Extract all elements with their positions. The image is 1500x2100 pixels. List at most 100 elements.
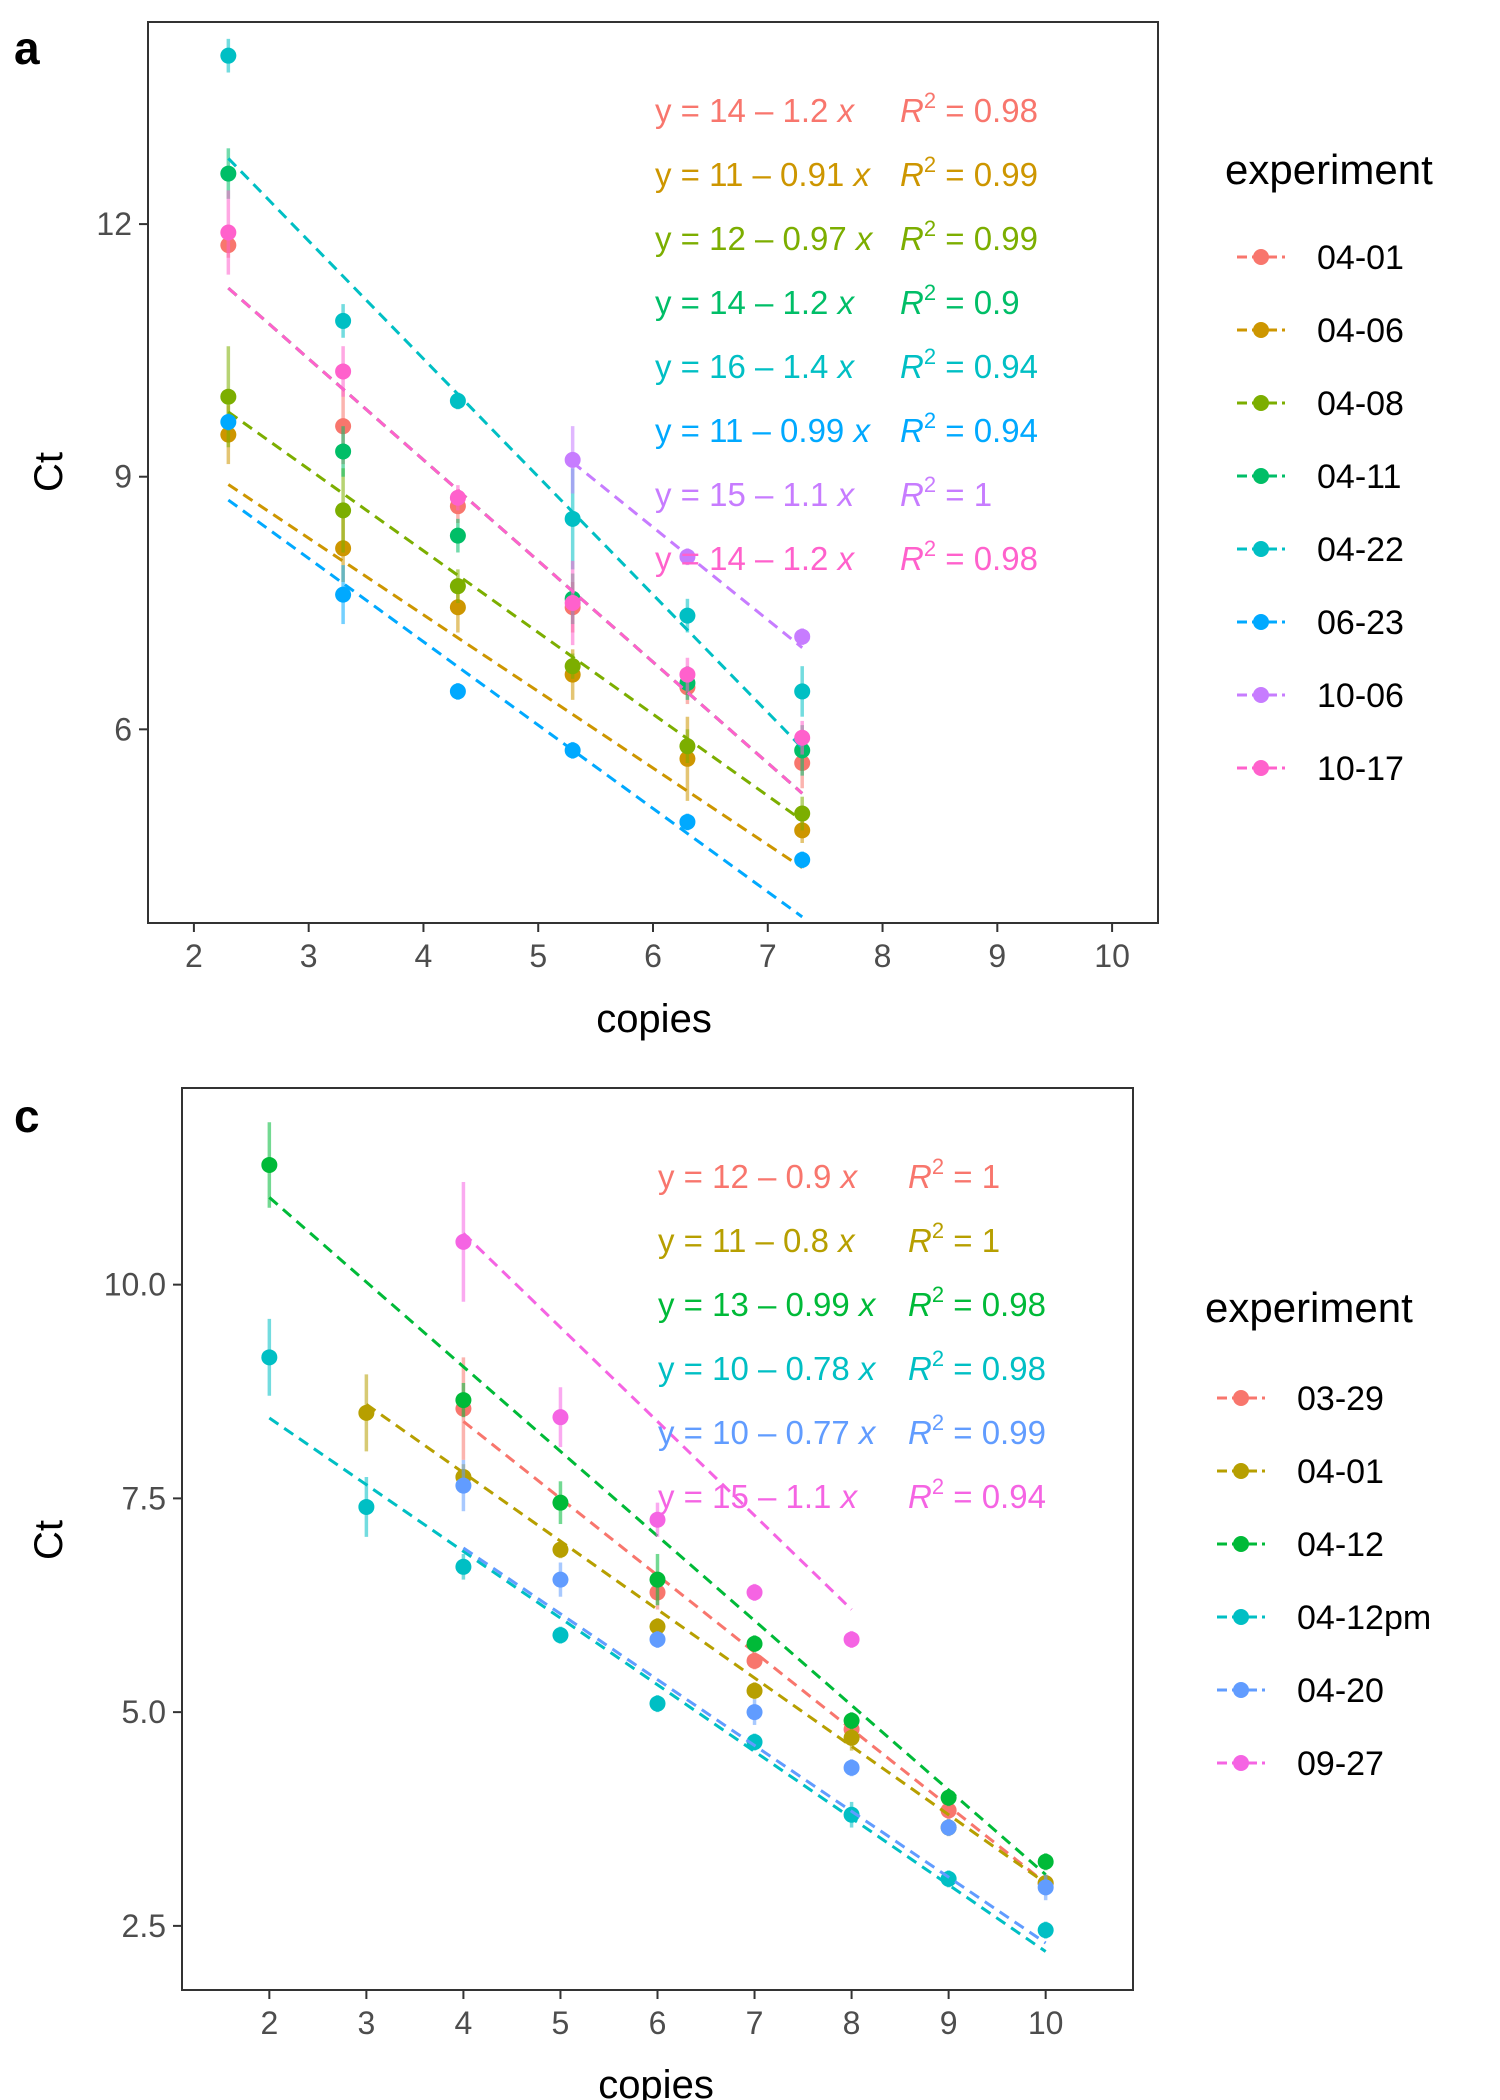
series-04-12 [261, 1122, 1054, 1876]
equation-var: x [839, 1478, 859, 1515]
x-tick-label: 2 [260, 2005, 278, 2041]
y-tick-label: 10.0 [104, 1267, 166, 1303]
series-06-23 [220, 413, 811, 919]
r-squared-exponent: 2 [924, 216, 936, 241]
series-09-27 [455, 1182, 860, 1649]
data-point [746, 1652, 763, 1669]
equation-lhs: y = 14 – 1.2 [655, 92, 838, 129]
r-squared-value: = 0.9 [936, 284, 1019, 321]
r-squared-symbol: R [900, 540, 924, 577]
fit-line [365, 1403, 1047, 1885]
equation-lhs: y = 11 – 0.8 [658, 1222, 838, 1259]
equation-lhs: y = 14 – 1.2 [655, 284, 838, 321]
panel-label: c [14, 1090, 40, 1142]
legend-item: 10-17 [1237, 750, 1404, 788]
r-squared-label: R2 = 0.99 [900, 216, 1038, 257]
r-squared-symbol: R [900, 284, 924, 321]
legend-label: 10-06 [1317, 677, 1404, 715]
legend-label: 06-23 [1317, 604, 1404, 642]
equation-lhs: y = 12 – 0.97 [655, 220, 856, 257]
r-squared-exponent: 2 [932, 1218, 944, 1243]
r-squared-symbol: R [908, 1158, 932, 1195]
data-point [449, 599, 466, 616]
r-squared-label: R2 = 1 [908, 1218, 1000, 1259]
r-squared-value: = 0.99 [944, 1414, 1046, 1451]
x-tick-label: 6 [644, 938, 662, 974]
panel-label: a [14, 22, 40, 74]
data-point [649, 1618, 666, 1635]
legend-item: 04-20 [1217, 1672, 1384, 1710]
data-point [552, 1494, 569, 1511]
equation-label: y = 14 – 1.2 x [655, 92, 856, 129]
data-point [449, 683, 466, 700]
legend-key-point [1233, 1463, 1249, 1479]
r-squared-exponent: 2 [932, 1474, 944, 1499]
legend-label: 10-17 [1317, 750, 1404, 788]
data-point [794, 628, 811, 645]
legend-item: 10-06 [1237, 677, 1404, 715]
legend-item: 04-12 [1217, 1526, 1384, 1564]
legend-key-point [1233, 1755, 1249, 1771]
fit-line [462, 1232, 853, 1611]
series-10-17 [220, 190, 811, 795]
r-squared-value: = 0.99 [936, 156, 1038, 193]
legend-item: 06-23 [1237, 604, 1404, 642]
r-squared-value: = 1 [936, 476, 992, 513]
data-point [564, 510, 581, 527]
legend-key-point [1233, 1390, 1249, 1406]
equation-label: y = 13 – 0.99 x [658, 1286, 877, 1323]
r-squared-symbol: R [900, 476, 924, 513]
equation-var: x [836, 540, 856, 577]
equation-label: y = 11 – 0.99 x [655, 412, 871, 449]
data-point [649, 1511, 666, 1528]
equation-label: y = 16 – 1.4 x [655, 348, 856, 385]
x-tick-label: 8 [843, 2005, 861, 2041]
fit-line [227, 286, 804, 795]
equation-lhs: y = 10 – 0.77 [658, 1414, 859, 1451]
data-point [449, 489, 466, 506]
legend-label: 04-12pm [1297, 1599, 1431, 1637]
x-axis-title: copies [596, 997, 712, 1041]
fit-line [227, 498, 804, 919]
legend-key-point [1253, 541, 1269, 557]
data-point [940, 1819, 957, 1836]
data-point [843, 1631, 860, 1648]
data-point [455, 1233, 472, 1250]
data-point [220, 165, 237, 182]
y-axis-title: Ct [27, 1520, 71, 1560]
equation-var: x [851, 412, 871, 449]
panel-border [147, 21, 1159, 924]
r-squared-label: R2 = 0.99 [908, 1410, 1046, 1451]
equation-label: y = 12 – 0.9 x [658, 1158, 859, 1195]
data-point [449, 527, 466, 544]
data-point [1037, 1922, 1054, 1939]
r-squared-exponent: 2 [924, 536, 936, 561]
x-tick-label: 4 [415, 938, 433, 974]
data-point [679, 813, 696, 830]
data-point [649, 1695, 666, 1712]
data-point [564, 742, 581, 759]
legend-c: experiment 03-29 04-01 04-12 04-12pm 04-20 09-… [1205, 1284, 1431, 1783]
data-point [940, 1789, 957, 1806]
r-squared-exponent: 2 [924, 472, 936, 497]
fit-line [462, 1546, 1047, 1945]
r-squared-symbol: R [908, 1478, 932, 1515]
data-point [455, 1477, 472, 1494]
x-tick-label: 10 [1094, 938, 1130, 974]
equation-var: x [857, 1414, 877, 1451]
r-squared-label: R2 = 0.98 [900, 536, 1038, 577]
data-point [746, 1635, 763, 1652]
plot-area [220, 38, 811, 919]
equation-lhs: y = 14 – 1.2 [655, 540, 838, 577]
data-point [564, 595, 581, 612]
legend-key-point [1253, 395, 1269, 411]
y-tick-label: 9 [114, 459, 132, 495]
legend-item: 04-22 [1237, 531, 1404, 569]
x-tick-label: 9 [988, 938, 1006, 974]
equation-lhs: y = 13 – 0.99 [658, 1286, 859, 1323]
data-point [564, 658, 581, 675]
equation-label: y = 15 – 1.1 x [658, 1478, 859, 1515]
data-point [564, 451, 581, 468]
data-point [794, 851, 811, 868]
y-tick-label: 12 [96, 206, 132, 242]
